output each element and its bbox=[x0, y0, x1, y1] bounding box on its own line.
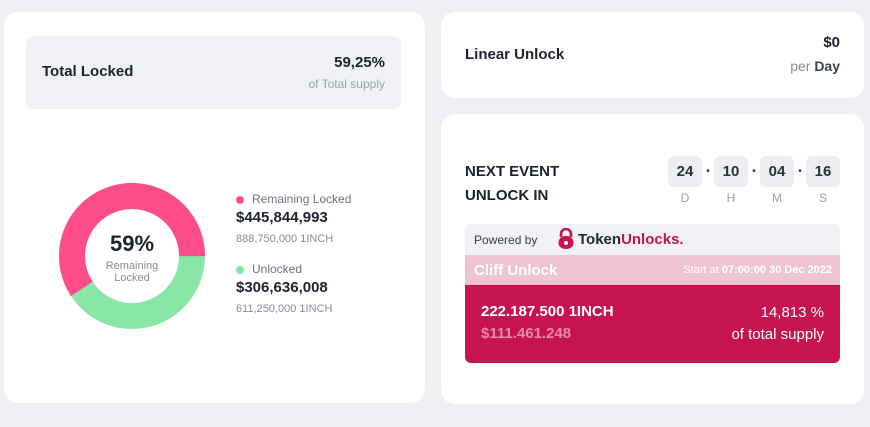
linear-unlock-rate: per Day bbox=[790, 58, 840, 74]
brand-unlocks-text: Unlocks. bbox=[621, 231, 684, 248]
countdown-separator: • bbox=[752, 166, 756, 177]
legend-dot-locked bbox=[236, 196, 244, 204]
linear-unlock-title: Linear Unlock bbox=[465, 46, 565, 63]
countdown-days: 24 bbox=[668, 156, 702, 187]
brand-token-text: Token bbox=[578, 231, 622, 248]
cliff-start-label: Start at bbox=[683, 264, 719, 276]
powered-by-bar[interactable]: Powered by TokenUnlocks. bbox=[465, 224, 840, 255]
legend-locked-name: Remaining Locked bbox=[252, 192, 352, 206]
countdown-seconds: 16 bbox=[806, 156, 840, 187]
tokenunlocks-lock-icon bbox=[558, 228, 574, 249]
countdown-seconds-unit: S bbox=[818, 191, 827, 205]
total-locked-percent: 59,25% bbox=[334, 54, 385, 71]
countdown-days-unit: D bbox=[680, 191, 690, 205]
legend-locked-tokens: 888,750,000 1INCH bbox=[236, 233, 334, 245]
locked-donut-chart bbox=[59, 183, 205, 329]
legend-locked-value: $445,844,993 bbox=[236, 209, 328, 226]
cliff-unlock-panel: Powered by TokenUnlocks. Cliff Unlock St… bbox=[465, 224, 840, 363]
countdown-minutes: 04 bbox=[760, 156, 794, 187]
linear-unlock-per: per bbox=[790, 58, 811, 74]
cliff-unlock-title: Cliff Unlock bbox=[474, 262, 558, 279]
linear-unlock-unit: Day bbox=[814, 58, 840, 74]
linear-unlock-amount: $0 bbox=[823, 34, 840, 51]
legend-unlocked-value: $306,636,008 bbox=[236, 279, 328, 296]
countdown-hours-unit: H bbox=[726, 191, 736, 205]
total-locked-subtitle: of Total supply bbox=[308, 77, 386, 91]
cliff-usd-value: $111.461.248 bbox=[481, 325, 572, 342]
countdown-separator: • bbox=[706, 166, 710, 177]
total-locked-summary: Total Locked 59,25% of Total supply bbox=[26, 36, 401, 109]
total-locked-title: Total Locked bbox=[42, 63, 134, 80]
cliff-unlock-header: Cliff Unlock Start at 07:00:00 30 Dec 20… bbox=[465, 255, 840, 285]
legend-unlocked-name: Unlocked bbox=[252, 262, 303, 276]
powered-by-label: Powered by bbox=[474, 233, 538, 247]
cliff-token-amount: 222.187.500 1INCH bbox=[481, 303, 614, 320]
total-locked-card: Total Locked 59,25% of Total supply 59% … bbox=[4, 12, 425, 403]
donut-center-percent: 59% bbox=[109, 231, 155, 256]
cliff-supply-label: of total supply bbox=[731, 326, 824, 343]
countdown-hours: 10 bbox=[714, 156, 748, 187]
linear-unlock-card: Linear Unlock $0 per Day bbox=[441, 12, 864, 98]
cliff-start-value: 07:00:00 30 Dec 2022 bbox=[721, 264, 832, 276]
cliff-start-time: Start at 07:00:00 30 Dec 2022 bbox=[683, 264, 832, 276]
countdown-separator: • bbox=[798, 166, 802, 177]
cliff-unlock-details: 222.187.500 1INCH $111.461.248 14,813 % … bbox=[465, 285, 840, 363]
legend-dot-unlocked bbox=[236, 266, 244, 274]
donut-center: 59% Remaining Locked bbox=[59, 183, 205, 329]
donut-center-label: Remaining Locked bbox=[105, 260, 159, 284]
countdown-minutes-unit: M bbox=[772, 191, 782, 205]
legend-unlocked-tokens: 611,250,000 1INCH bbox=[236, 303, 333, 315]
cliff-supply-percent: 14,813 % bbox=[760, 304, 824, 321]
next-event-title: NEXT EVENT UNLOCK IN bbox=[465, 163, 560, 204]
next-event-card: NEXT EVENT UNLOCK IN 24 • 10 • 04 • 16 D… bbox=[441, 114, 864, 404]
tokenunlocks-logo[interactable]: TokenUnlocks. bbox=[578, 231, 684, 248]
